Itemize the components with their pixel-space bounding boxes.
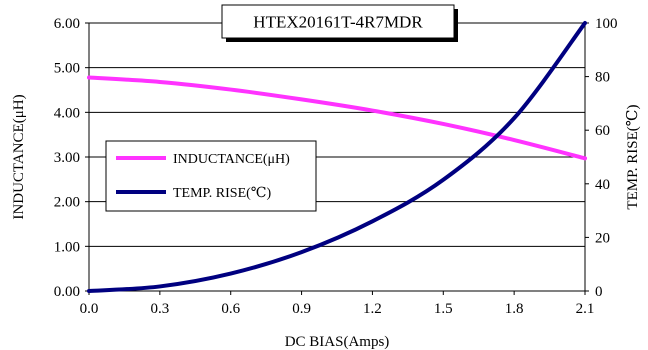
legend-box bbox=[105, 140, 317, 212]
y-tick-label: 4.00 bbox=[54, 105, 80, 121]
y2-tick-label: 80 bbox=[595, 70, 610, 86]
x-axis-title: DC BIAS(Amps) bbox=[285, 334, 390, 350]
series-line-inductance bbox=[87, 75, 587, 161]
series-line-temp-rise bbox=[87, 21, 587, 293]
x-tick-label: 0.0 bbox=[80, 301, 99, 317]
y-tick-label: 5.00 bbox=[54, 61, 80, 77]
legend-label-temp-rise: TEMP. RISE(℃) bbox=[173, 186, 271, 201]
x-tick-label: 0.6 bbox=[221, 301, 240, 317]
x-tick-label: 1.8 bbox=[505, 301, 524, 317]
y-tick-label: 3.00 bbox=[54, 150, 80, 166]
axis-ticks: 0.00 1.00 2.00 3.00 4.00 5.00 6.00 0 20 40 60 80 100… bbox=[54, 16, 618, 317]
legend-label-inductance: INDUCTANCE(μH) bbox=[173, 152, 290, 167]
y-tick-label: 1.00 bbox=[54, 239, 80, 255]
x-tick-label: 2.1 bbox=[576, 301, 595, 317]
y-tick-label: 6.00 bbox=[54, 16, 80, 32]
y-axis-title: INDUCTANCE(μH) bbox=[11, 94, 27, 219]
y2-tick-label: 40 bbox=[595, 177, 610, 193]
chart-title-box: HTEX20161T-4R7MDR bbox=[221, 4, 458, 42]
x-tick-label: 1.2 bbox=[363, 301, 382, 317]
y2-tick-label: 0 bbox=[595, 284, 603, 300]
x-tick-label: 1.5 bbox=[434, 301, 453, 317]
y2-tick-label: 100 bbox=[595, 16, 618, 32]
y2-tick-label: 60 bbox=[595, 123, 610, 139]
legend: INDUCTANCE(μH) TEMP. RISE(℃) bbox=[105, 140, 317, 212]
x-tick-label: 0.3 bbox=[150, 301, 169, 317]
x-tick-label: 0.9 bbox=[292, 301, 311, 317]
series-layer bbox=[87, 21, 587, 293]
y2-axis-title: TEMP. RISE(℃) bbox=[625, 104, 641, 209]
chart-title: HTEX20161T-4R7MDR bbox=[253, 13, 423, 32]
y-tick-label: 0.00 bbox=[54, 284, 80, 300]
y2-tick-label: 20 bbox=[595, 230, 610, 246]
y-tick-label: 2.00 bbox=[54, 195, 80, 211]
